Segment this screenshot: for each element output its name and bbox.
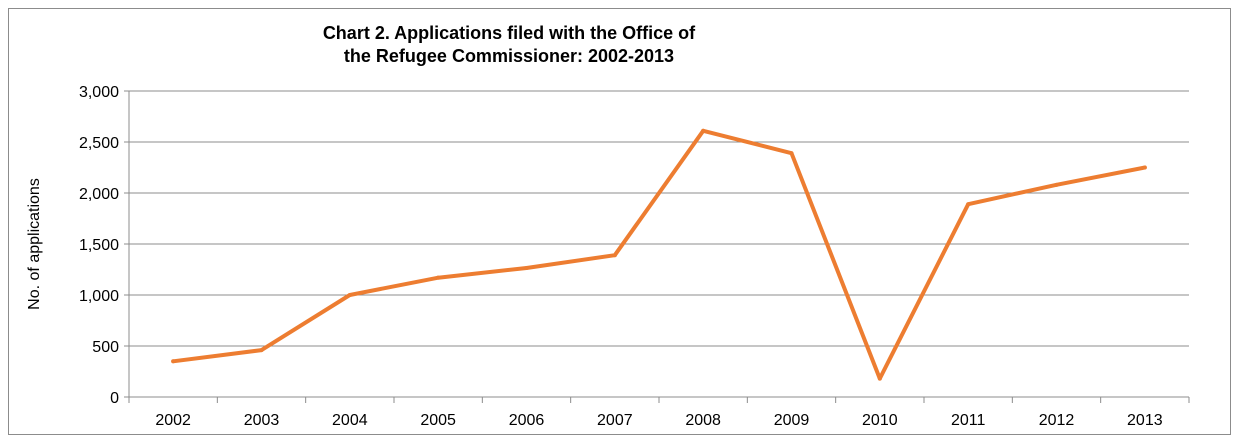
- x-tick-label-2002: 2002: [155, 412, 191, 429]
- data-point-2003: [259, 348, 264, 353]
- x-axis-tick-labels: 2002 2003 2004 2005 2006 2007 2008 2009 2010 2011…: [155, 412, 1162, 429]
- data-point-2013: [1142, 165, 1147, 170]
- data-point-2007: [612, 253, 617, 258]
- y-tick-label-3000: 3,000: [79, 84, 119, 101]
- x-tick-label-2012: 2012: [1039, 412, 1075, 429]
- x-tick-label-2013: 2013: [1127, 412, 1163, 429]
- chart-frame: Chart 2. Applications filed with the Off…: [8, 8, 1231, 435]
- x-tick-label-2008: 2008: [685, 412, 721, 429]
- data-point-2009: [789, 151, 794, 156]
- y-tick-label-2500: 2,500: [79, 135, 119, 152]
- data-point-2002: [171, 359, 176, 364]
- x-tick-label-2011: 2011: [951, 412, 986, 429]
- data-point-2010: [877, 376, 882, 381]
- x-tick-label-2010: 2010: [862, 412, 898, 429]
- x-tick-label-2007: 2007: [597, 412, 633, 429]
- chart-title-line-2: the Refugee Commissioner: 2002-2013: [344, 46, 674, 66]
- y-tick-label-500: 500: [92, 339, 119, 356]
- data-point-2012: [1054, 182, 1059, 187]
- series-lines: [171, 128, 1147, 381]
- series-line-0: [171, 128, 1147, 381]
- x-tick-label-2005: 2005: [420, 412, 456, 429]
- y-tick-label-1000: 1,000: [79, 288, 119, 305]
- line-chart: Chart 2. Applications filed with the Off…: [26, 23, 1190, 429]
- chart-title-line-1: Chart 2. Applications filed with the Off…: [323, 23, 696, 43]
- x-tick-label-2009: 2009: [774, 412, 810, 429]
- y-tick-label-1500: 1,500: [79, 237, 119, 254]
- x-axis: [128, 396, 1190, 403]
- data-point-2011: [966, 202, 971, 207]
- y-axis-label: No. of applications: [26, 178, 43, 310]
- y-tick-label-0: 0: [110, 390, 119, 407]
- x-tick-label-2003: 2003: [244, 412, 280, 429]
- gridlines: [124, 90, 1189, 398]
- data-point-2004: [347, 293, 352, 297]
- y-axis-tick-labels: 0 500 1,000 1,500 2,000 2,500 3,000: [79, 84, 119, 407]
- data-point-2005: [436, 275, 441, 280]
- x-tick-label-2006: 2006: [509, 412, 545, 429]
- y-tick-label-2000: 2,000: [79, 186, 119, 203]
- x-tick-label-2004: 2004: [332, 412, 368, 429]
- data-point-2008: [701, 128, 706, 133]
- data-point-2006: [524, 265, 529, 270]
